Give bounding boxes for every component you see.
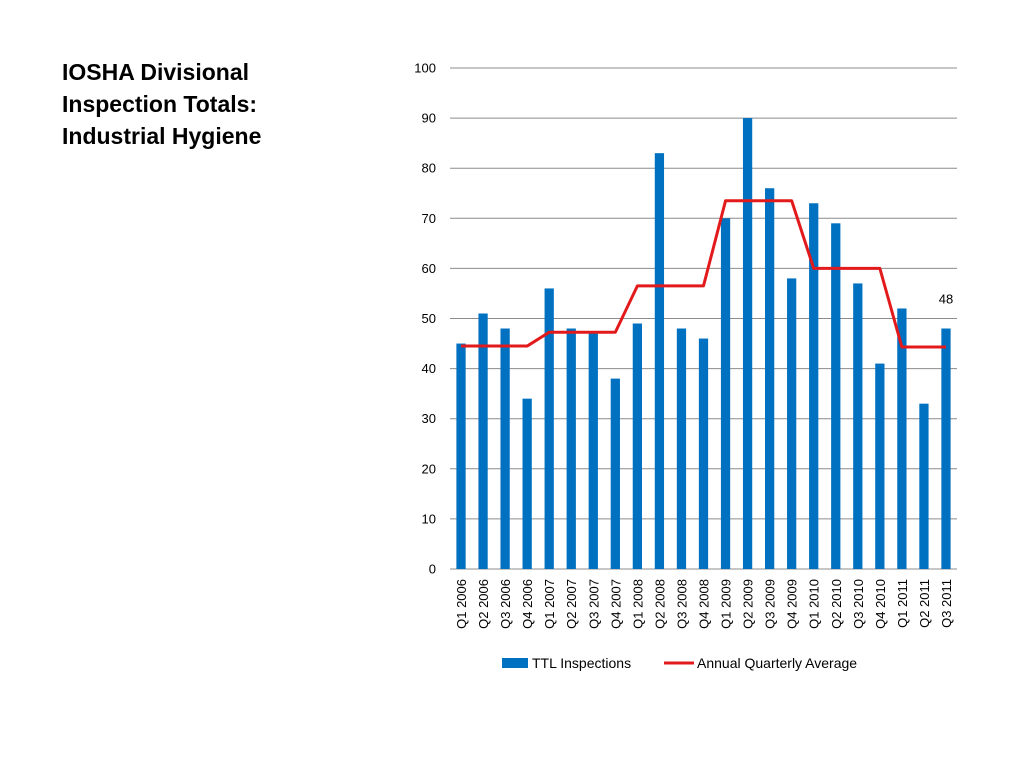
x-tick-label: Q2 2011 [917, 579, 932, 628]
bar [919, 403, 929, 569]
y-tick-label: 80 [422, 161, 436, 176]
bar [875, 363, 885, 569]
y-tick-label: 30 [422, 411, 436, 426]
x-tick-label: Q3 2011 [939, 579, 954, 628]
x-tick-label: Q2 2006 [476, 579, 491, 629]
legend: TTL Inspections Annual Quarterly Average [502, 655, 857, 671]
bar [544, 288, 554, 569]
bar [632, 323, 642, 569]
bar [654, 153, 665, 570]
x-tick-label: Q1 2007 [542, 579, 557, 629]
data-labels: 48 [939, 292, 953, 307]
bar [897, 308, 907, 569]
bar [478, 313, 488, 569]
bar [698, 338, 709, 569]
y-tick-label: 10 [422, 511, 436, 526]
x-tick-label: Q3 2006 [498, 579, 513, 629]
x-tick-label: Q2 2008 [652, 579, 667, 629]
legend-label-ttl-inspections: TTL Inspections [532, 655, 631, 671]
bar [588, 333, 598, 569]
bar [676, 328, 687, 569]
x-tick-label: Q1 2009 [719, 579, 734, 629]
line-annual-quarterly-average [461, 199, 946, 349]
y-tick-label: 20 [422, 461, 436, 476]
x-tick-label: Q2 2009 [741, 579, 756, 629]
bar [742, 118, 753, 569]
x-tick-label: Q4 2008 [697, 579, 712, 629]
slide-title: IOSHA Divisional Inspection Totals: Indu… [62, 56, 362, 152]
x-tick-label: Q1 2006 [454, 579, 469, 629]
x-tick-label: Q1 2011 [895, 579, 910, 628]
bar [500, 328, 510, 569]
x-tick-label: Q1 2008 [630, 579, 645, 629]
slide-title-line-2: Inspection Totals: [62, 91, 258, 117]
bars-ttl-inspections [456, 118, 951, 570]
x-tick-label: Q1 2010 [807, 579, 822, 629]
bar [610, 378, 620, 569]
bar [853, 283, 863, 569]
x-tick-label: Q4 2006 [520, 579, 535, 629]
x-tick-label: Q4 2007 [608, 579, 623, 629]
y-tick-label: 50 [422, 311, 436, 326]
bar [787, 278, 797, 569]
y-tick-label: 60 [422, 261, 436, 276]
y-tick-label: 90 [422, 111, 436, 126]
y-tick-label: 70 [422, 211, 436, 226]
y-tick-label: 0 [429, 562, 436, 577]
bar [809, 203, 819, 569]
bar [456, 343, 466, 569]
x-tick-label: Q4 2010 [873, 579, 888, 629]
slide-title-line-3: Industrial Hygiene [62, 123, 262, 149]
average-line [461, 199, 946, 349]
bar [566, 328, 576, 569]
x-tick-label: Q4 2009 [785, 579, 800, 629]
legend-swatch-ttl-inspections [502, 658, 528, 668]
x-axis-tick-labels: Q1 2006 Q2 2006 Q3 2006 Q4 2006 Q1 2007 Q2 20… [454, 579, 954, 629]
x-tick-label: Q3 2008 [674, 579, 689, 629]
bar [522, 398, 532, 569]
x-tick-label: Q3 2010 [851, 579, 866, 629]
x-tick-label: Q3 2009 [763, 579, 778, 629]
y-tick-label: 40 [422, 361, 436, 376]
y-axis-tick-labels: 0 10 20 30 40 50 60 70 80 90 100 [414, 61, 436, 577]
bar [941, 328, 951, 569]
y-tick-label: 100 [414, 61, 436, 76]
bar [831, 223, 841, 569]
legend-label-annual-quarterly-average: Annual Quarterly Average [697, 655, 857, 671]
bar [720, 218, 731, 570]
bar [765, 188, 775, 570]
x-tick-label: Q2 2007 [564, 579, 579, 629]
x-tick-label: Q3 2007 [586, 579, 601, 629]
slide-title-line-1: IOSHA Divisional [62, 59, 250, 85]
x-tick-label: Q2 2010 [829, 579, 844, 629]
data-label: 48 [939, 292, 953, 307]
